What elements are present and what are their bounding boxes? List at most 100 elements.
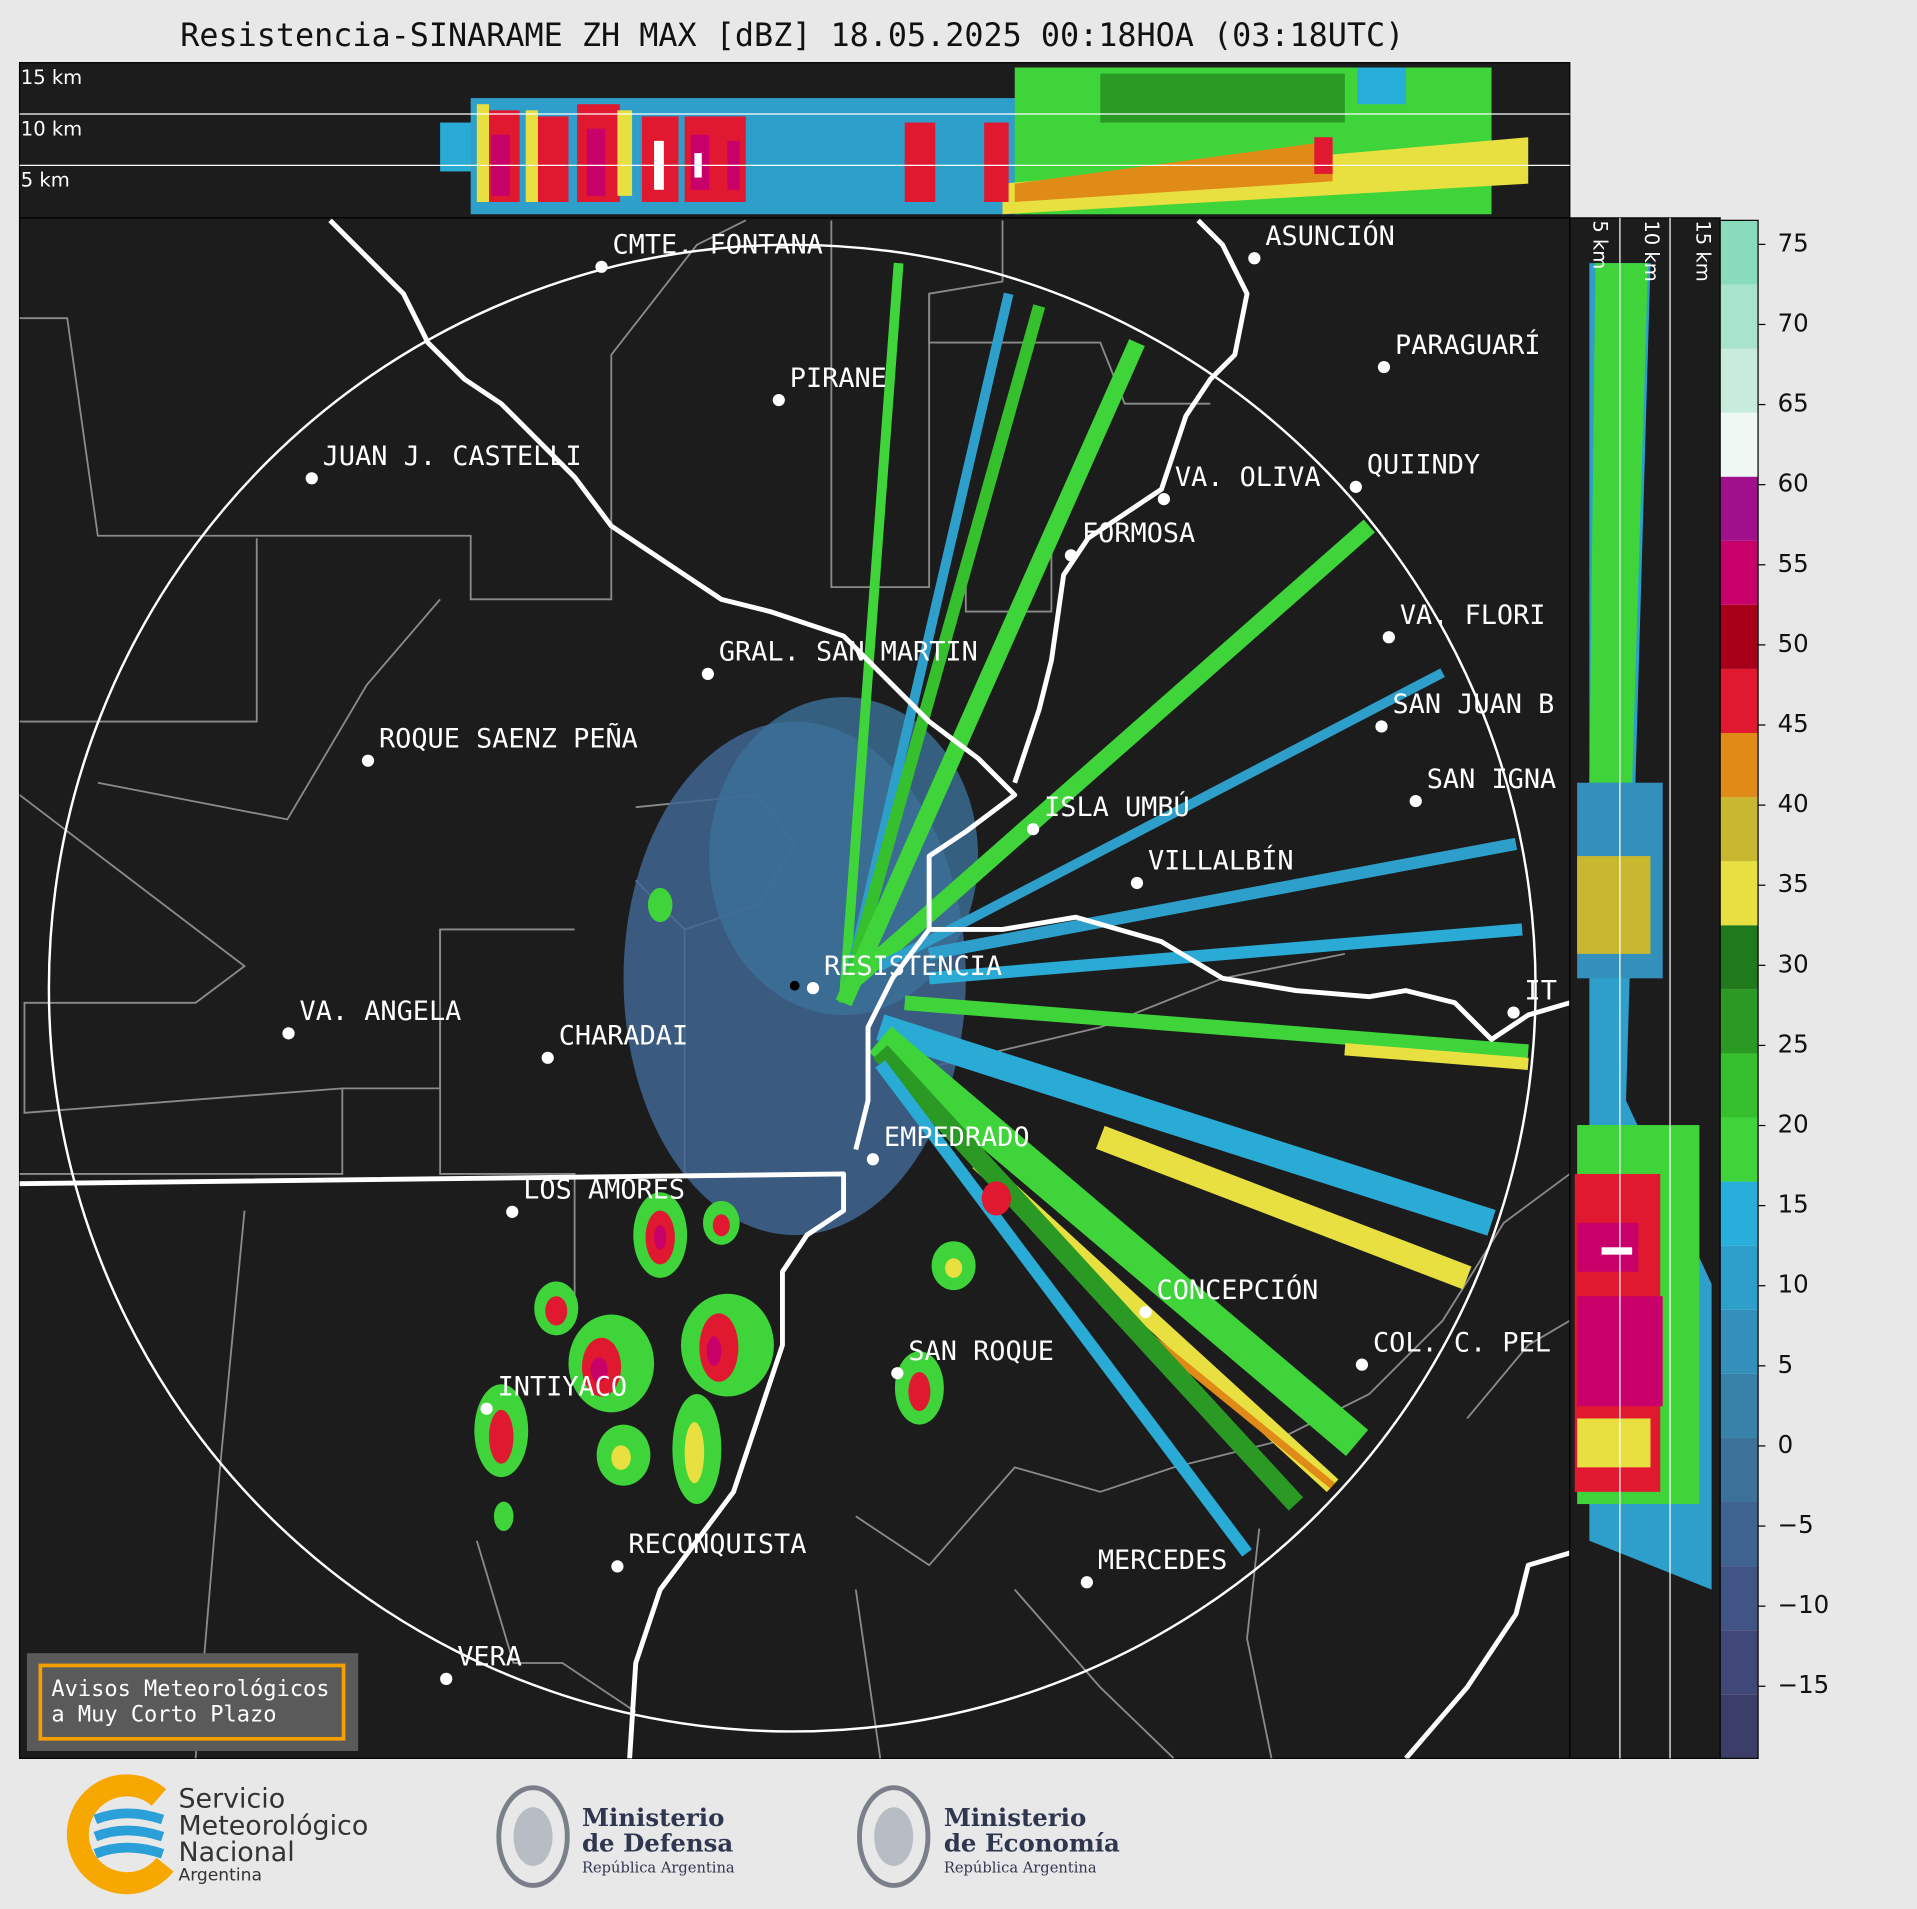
- logo-text: Servicio: [178, 1783, 285, 1814]
- colorbar-segment: [1720, 989, 1759, 1054]
- city-label: ISLA UMBÚ: [1044, 791, 1190, 823]
- colorbar-tick-label: 0: [1778, 1430, 1794, 1459]
- colorbar-tick-label: −5: [1778, 1510, 1814, 1539]
- colorbar-segment: [1720, 1181, 1759, 1246]
- warning-text: a Muy Corto Plazo: [51, 1703, 276, 1728]
- logo-text: Meteorológico: [178, 1810, 368, 1841]
- colorbar-tick-label: 5: [1778, 1350, 1794, 1379]
- colorbar-tick-label: 60: [1778, 469, 1809, 498]
- colorbar-tick-label: 55: [1778, 549, 1809, 578]
- logo-text: de Defensa: [582, 1829, 733, 1858]
- city-label: PARAGUARÍ: [1395, 329, 1541, 361]
- storm-cells: [474, 887, 1012, 1531]
- logo-text: de Economía: [944, 1829, 1120, 1858]
- city-marker: [1064, 549, 1078, 562]
- height-label: 10 km: [21, 117, 82, 140]
- logo-text: Argentina: [178, 1866, 261, 1886]
- colorbar-tick-label: 25: [1778, 1029, 1809, 1058]
- city-label: GRAL. SAN MARTIN: [719, 637, 978, 668]
- city-marker: [440, 1672, 453, 1685]
- radar-rays: [835, 262, 1529, 1557]
- city-marker: [1377, 360, 1391, 374]
- city-label: VA. FLORI: [1400, 600, 1546, 631]
- colorbar-segment: [1720, 604, 1759, 669]
- colorbar-segment: [1720, 1373, 1759, 1438]
- city-label: FORMOSA: [1082, 518, 1195, 549]
- city-label: VERA: [457, 1642, 522, 1673]
- colorbar-segment: [1720, 1309, 1759, 1374]
- city-marker: [1409, 794, 1422, 808]
- height-label: 5 km: [1589, 220, 1612, 269]
- colorbar-segment: [1720, 1245, 1759, 1310]
- height-label: 15 km: [21, 66, 82, 89]
- city-label: PIRANE: [790, 363, 887, 394]
- colorbar-segment: [1720, 348, 1759, 413]
- city-label: IT: [1525, 975, 1557, 1006]
- colorbar-segment: [1720, 668, 1759, 734]
- colorbar-segment: [1720, 925, 1759, 990]
- height-label: 15 km: [1691, 220, 1714, 281]
- city-label: CMTE. FONTANA: [613, 230, 823, 261]
- logo-text: Ministerio: [944, 1803, 1086, 1832]
- colorbar-segment: [1720, 412, 1759, 477]
- colorbar-segment: [1720, 1566, 1759, 1631]
- city-marker: [611, 1560, 624, 1573]
- colorbar-tick-label: 65: [1778, 389, 1809, 418]
- city-marker: [1349, 480, 1362, 493]
- city-label: CHARADAI: [559, 1021, 688, 1052]
- colorbar-tick-label: −15: [1778, 1670, 1830, 1699]
- map: CMTE. FONTANA PIRANE JUAN J. CASTELLI ASUNC…: [19, 218, 1570, 1759]
- cities: CMTE. FONTANA PIRANE JUAN J. CASTELLI ASUNC…: [282, 220, 1557, 1685]
- city-marker: [772, 393, 785, 407]
- city-label: VA. ANGELA: [300, 996, 462, 1027]
- colorbar-segment: [1720, 284, 1759, 349]
- colorbar-tick-label: 15: [1778, 1190, 1809, 1219]
- logo-text: Ministerio: [582, 1803, 724, 1832]
- colorbar-tick-label: 75: [1778, 228, 1809, 257]
- colorbar-tick-label: 40: [1778, 789, 1809, 818]
- city-marker: [1130, 876, 1144, 890]
- city-label: ASUNCIÓN: [1265, 220, 1394, 252]
- colorbar-segment: [1720, 220, 1759, 285]
- city-label: ROQUE SAENZ PEÑA: [379, 722, 638, 754]
- colorbar-tick-label: 70: [1778, 308, 1809, 337]
- city-marker: [541, 1051, 554, 1064]
- colorbar-segment: [1720, 1630, 1759, 1695]
- colorbar-tick-label: 50: [1778, 629, 1809, 658]
- city-label: VA. OLIVA: [1175, 462, 1321, 493]
- city-marker: [1139, 1305, 1152, 1319]
- city-marker: [701, 667, 714, 681]
- city-label: VILLALBÍN: [1148, 845, 1294, 877]
- city-marker: [1248, 252, 1261, 265]
- city-label: RECONQUISTA: [628, 1529, 806, 1560]
- city-label: JUAN J. CASTELLI: [323, 441, 582, 472]
- city-label: QUIINDY: [1367, 450, 1480, 481]
- warning-text: Avisos Meteorológicos: [51, 1677, 329, 1702]
- colorbar-segment: [1720, 861, 1759, 926]
- title: Resistencia-SINARAME ZH MAX [dBZ] 18.05.…: [180, 18, 1404, 54]
- city-marker: [1375, 720, 1388, 733]
- colorbar-segment: [1720, 1117, 1759, 1182]
- city-marker: [361, 754, 375, 767]
- city-marker: [891, 1367, 904, 1380]
- defensa-logo: Ministerio de Defensa República Argentin…: [496, 1785, 735, 1888]
- height-label: 10 km: [1640, 220, 1663, 281]
- city-marker: [1157, 492, 1171, 506]
- colorbar-tick-label: 30: [1778, 949, 1809, 978]
- city-marker: [480, 1402, 493, 1415]
- city-label: COL. C. PEL: [1373, 1327, 1551, 1358]
- city-marker: [506, 1205, 519, 1218]
- colorbar-segment: [1720, 1694, 1759, 1759]
- city-marker: [1026, 823, 1040, 836]
- city-label: RESISTENCIA: [824, 951, 1002, 982]
- top-echoes: [440, 67, 1529, 215]
- city-label: MERCEDES: [1098, 1545, 1227, 1576]
- colorbar-segment: [1720, 733, 1759, 798]
- city-marker: [1080, 1576, 1093, 1589]
- colorbar-segment: [1720, 1053, 1759, 1118]
- radar-site: [789, 980, 800, 991]
- city-label: CONCEPCIÓN: [1157, 1274, 1319, 1306]
